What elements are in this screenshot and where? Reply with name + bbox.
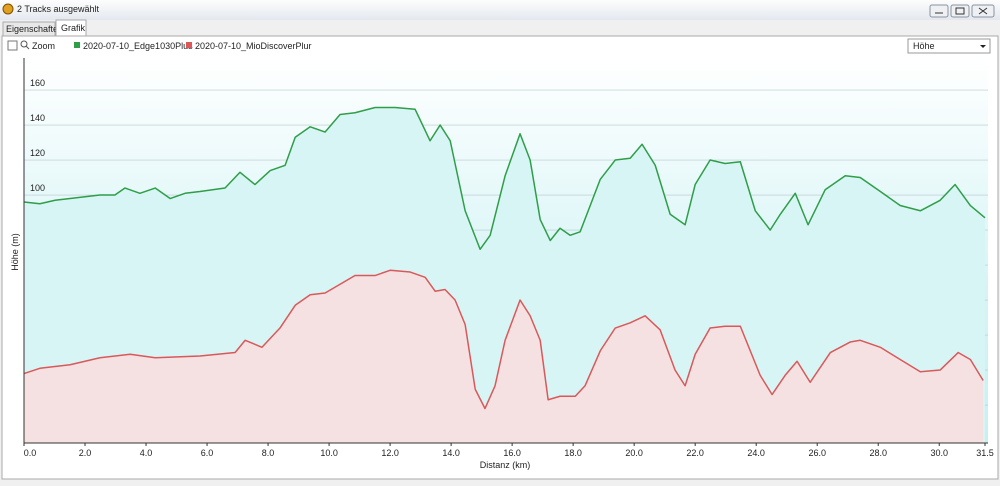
legend-swatch	[74, 42, 80, 48]
x-tick-label: 10.0	[320, 448, 338, 458]
restore-button[interactable]	[950, 4, 970, 18]
x-tick-label: 22.0	[686, 448, 704, 458]
zoom-icon	[20, 40, 28, 48]
x-tick-label: 2.0	[79, 448, 92, 458]
y-tick-label: 120	[30, 148, 45, 158]
x-tick-label: 16.0	[503, 448, 521, 458]
x-tick-label: 8.0	[262, 448, 275, 458]
line	[23, 269, 984, 410]
window-buttons	[929, 4, 995, 18]
line	[23, 106, 986, 251]
x-tick-label: 4.0	[140, 448, 153, 458]
x-tick-label: 12.0	[381, 448, 399, 458]
title-bar	[0, 0, 1000, 20]
dropdown[interactable]	[907, 38, 991, 54]
legend-swatch	[186, 42, 192, 48]
x-tick-label: 20.0	[625, 448, 643, 458]
zoom-checkbox[interactable]	[7, 40, 18, 51]
app-icon	[2, 3, 14, 15]
area-fill	[24, 270, 984, 443]
x-tick-label: 14.0	[442, 448, 460, 458]
x-tick-label: 18.0	[564, 448, 582, 458]
x-axis-title: Distanz (km)	[480, 460, 531, 470]
tab-label: Eigenschaften	[6, 24, 63, 34]
y-tick-label: 160	[30, 78, 45, 88]
x-tick-label: 31.5	[976, 448, 994, 458]
dropdown-arrow	[980, 45, 986, 48]
x-tick-label: 24.0	[747, 448, 765, 458]
window-title: 2 Tracks ausgewählt	[17, 4, 100, 14]
x-tick-label: 6.0	[201, 448, 214, 458]
y-tick-label: 140	[30, 113, 45, 123]
y-tick-label: 100	[30, 183, 45, 193]
legend-label: 2020-07-10_MioDiscoverPlur	[195, 41, 312, 51]
x-tick-label: 30.0	[930, 448, 948, 458]
y-axis-title: Höhe (m)	[10, 233, 20, 271]
x-tick-label: 0.0	[24, 448, 37, 458]
restore-icon	[955, 7, 965, 15]
x-tick-label: 28.0	[869, 448, 887, 458]
x-tick-label: 26.0	[808, 448, 826, 458]
minimize-button[interactable]	[929, 4, 949, 18]
zoom-icon-handle	[25, 45, 30, 50]
tab-label: Grafik	[61, 23, 86, 33]
close-icon	[978, 7, 988, 15]
dropdown-value: Höhe	[913, 41, 935, 51]
legend-label: 2020-07-10_Edge1030Plus	[83, 41, 193, 51]
zoom-label: Zoom	[32, 41, 55, 51]
